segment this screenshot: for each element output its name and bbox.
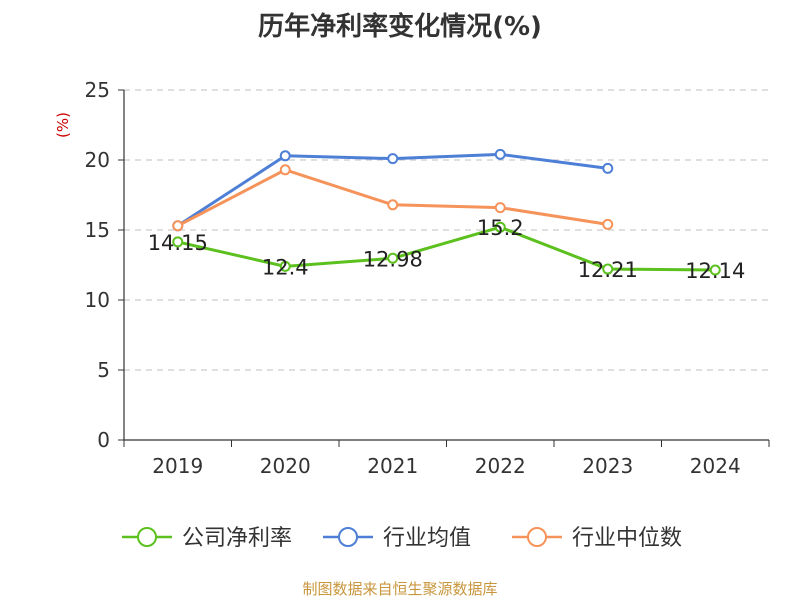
data-label: 14.15 (148, 231, 208, 255)
data-labels: 14.15 12.4 12.98 15.2 12.21 12.14 (148, 216, 746, 283)
legend-marker (527, 527, 547, 547)
y-tick-label: 5 (97, 358, 110, 382)
data-label: 12.14 (685, 259, 745, 283)
x-tick-label: 2024 (690, 454, 741, 478)
data-label: 12.21 (578, 258, 638, 282)
legend-label: 行业中位数 (572, 526, 682, 551)
legend-label: 行业均值 (383, 526, 471, 551)
data-point (387, 199, 399, 211)
data-label: 15.2 (477, 216, 524, 240)
series-line-2 (177, 168, 608, 228)
y-tick-label: 20 (85, 148, 110, 172)
y-tick-label: 25 (85, 78, 110, 102)
legend-item-1: 行业均值 (323, 526, 471, 551)
data-point (172, 236, 184, 248)
y-tick-label: 10 (85, 288, 110, 312)
data-point (494, 148, 506, 160)
data-label: 12.98 (363, 247, 423, 271)
legend-marker (338, 527, 358, 547)
chart-title: 历年净利率变化情况(%) (258, 12, 542, 42)
data-point (494, 202, 506, 214)
legend-item-0: 公司净利率 (122, 526, 292, 551)
x-tick-label: 2022 (475, 454, 526, 478)
grid-lines (124, 89, 769, 371)
data-point (387, 153, 399, 165)
data-point (602, 218, 614, 230)
data-source-note: 制图数据来自恒生聚源数据库 (302, 580, 498, 598)
data-point (602, 263, 614, 275)
x-tick-label: 2023 (582, 454, 633, 478)
data-point (709, 264, 721, 276)
series-line-0 (177, 225, 716, 272)
y-tick-label: 0 (97, 428, 110, 452)
x-tick-label: 2019 (152, 454, 203, 478)
data-point (494, 221, 506, 233)
legend-label: 公司净利率 (182, 526, 292, 551)
data-point (279, 164, 291, 176)
legend-item-2: 行业中位数 (512, 526, 682, 551)
data-point (387, 252, 399, 264)
axes: 0 5 10 15 20 25 (%) 2019 2020 2021 2022 2023 2024 (54, 78, 770, 478)
data-point (602, 162, 614, 174)
data-point (279, 260, 291, 272)
x-tick-label: 2020 (260, 454, 311, 478)
legend: 公司净利率 行业均值 行业中位数 (122, 526, 682, 551)
legend-marker (137, 527, 157, 547)
y-tick-label: 15 (85, 218, 110, 242)
y-axis-label: (%) (54, 112, 72, 138)
data-label: 12.4 (262, 255, 309, 279)
data-point (279, 150, 291, 162)
data-point (172, 220, 184, 232)
x-tick-label: 2021 (367, 454, 418, 478)
series (172, 148, 721, 276)
